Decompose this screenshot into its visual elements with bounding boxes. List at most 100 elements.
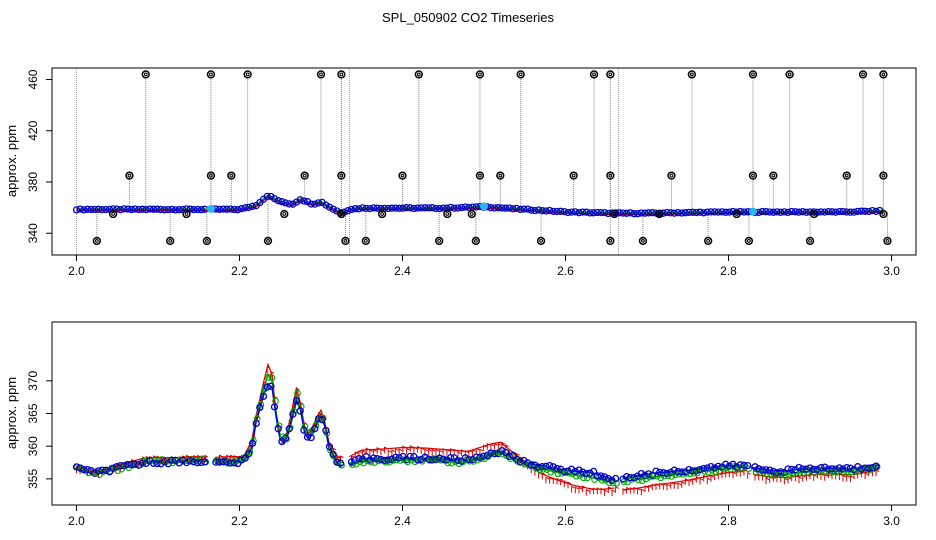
- outlier-point-core: [416, 72, 421, 77]
- outlier-point-core: [204, 239, 209, 243]
- top-data-point: [439, 204, 447, 212]
- red-marker: [626, 486, 630, 494]
- outlier-point-core: [478, 173, 482, 178]
- top-data-point: [369, 204, 378, 212]
- top-data-point: [531, 206, 539, 215]
- top-data-point: [663, 208, 671, 217]
- bottom-xtick-label: 3.0: [883, 514, 900, 528]
- top-data-point: [373, 204, 381, 212]
- blue-marker: [740, 461, 748, 469]
- top-data-point: [780, 208, 789, 216]
- top-data-point: [278, 198, 286, 206]
- blue-marker: [94, 467, 103, 475]
- green-marker: [294, 390, 301, 397]
- blue-marker: [828, 465, 836, 473]
- outlier-point: [610, 209, 619, 219]
- blue-marker: [659, 469, 667, 477]
- red-marker: [805, 473, 810, 481]
- blue-marker: [505, 452, 513, 461]
- top-data-point: [681, 209, 689, 217]
- top-data-point: [80, 206, 88, 214]
- top-plot-frame: [51, 67, 917, 256]
- red-marker: [354, 451, 359, 458]
- top-data-point: [678, 209, 686, 217]
- blue-marker: [333, 458, 341, 466]
- blue-marker: [832, 465, 840, 473]
- top-data-point: [311, 200, 319, 208]
- green-marker: [400, 456, 408, 464]
- blue-marker: [201, 458, 209, 466]
- red-marker: [428, 448, 432, 456]
- top-xtick-label: 2.8: [720, 264, 737, 278]
- bottom-panel: 2.0 2.2 2.4 2.6 2.8 3.0 355 360 365 370 approx. p…: [4, 321, 917, 528]
- top-data-point: [685, 208, 693, 217]
- top-data-point: [689, 208, 697, 216]
- outlier-point-core: [881, 72, 886, 77]
- red-marker: [644, 485, 649, 492]
- outlier-point: [879, 70, 888, 79]
- top-data-point: [223, 205, 231, 213]
- red-marker: [263, 381, 267, 388]
- top-ytick-label: 420: [26, 120, 40, 140]
- outlier-point: [655, 209, 664, 219]
- top-data-point: [597, 208, 605, 217]
- top-data-point: [325, 203, 334, 211]
- blue-marker: [600, 473, 609, 481]
- top-data-point: [428, 204, 436, 212]
- top-data-point: [300, 197, 308, 205]
- blue-marker: [472, 453, 480, 461]
- blue-marker: [182, 458, 191, 467]
- outlier-point: [536, 236, 546, 246]
- top-data-point: [457, 203, 466, 212]
- outlier-point: [569, 171, 578, 180]
- bottom-marks: [72, 362, 881, 497]
- red-marker: [457, 451, 462, 459]
- top-data-point: [850, 208, 858, 216]
- bottom-xtick-label: 2.2: [231, 514, 248, 528]
- red-marker: [794, 474, 799, 482]
- red-marker: [538, 471, 542, 479]
- top-data-point: [545, 206, 554, 215]
- outlier-point-core: [808, 239, 812, 243]
- red-marker: [314, 422, 319, 430]
- red-marker: [472, 449, 476, 456]
- green-marker: [253, 415, 261, 423]
- outlier-point-core: [229, 173, 234, 178]
- outlier-point: [206, 70, 216, 79]
- green-marker: [319, 414, 327, 422]
- bottom-axes: 2.0 2.2 2.4 2.6 2.8 3.0 355 360 365 370: [26, 370, 900, 528]
- outlier-point-core: [844, 173, 849, 178]
- top-data-point: [413, 204, 422, 212]
- red-marker: [497, 442, 502, 450]
- blue-marker: [593, 472, 601, 480]
- top-data-point: [391, 204, 400, 212]
- red-marker: [783, 477, 788, 485]
- outlier-point-core: [469, 212, 474, 216]
- blue-marker: [116, 462, 125, 470]
- blue-marker: [388, 455, 396, 463]
- blue-marker: [391, 453, 400, 462]
- blue-marker: [857, 465, 866, 473]
- red-marker: [600, 487, 605, 495]
- top-xtick-label: 2.4: [394, 264, 411, 278]
- top-data-point: [788, 207, 796, 216]
- outlier-point-core: [751, 72, 755, 77]
- outlier-point: [748, 171, 758, 180]
- blue-marker: [865, 464, 873, 472]
- red-marker: [582, 485, 586, 493]
- red-marker: [468, 449, 473, 457]
- outlier-point-core: [266, 239, 270, 243]
- top-data-point: [806, 208, 814, 216]
- top-data-point: [857, 207, 866, 215]
- top-data-point: [234, 206, 242, 214]
- red-marker: [875, 469, 880, 476]
- red-marker: [670, 481, 674, 489]
- red-marker: [479, 448, 484, 456]
- top-data-point: [175, 206, 183, 214]
- top-data-point: [388, 204, 396, 212]
- blue-marker: [424, 455, 433, 463]
- top-data-point: [102, 205, 110, 214]
- red-marker: [446, 448, 451, 456]
- top-axes: 2.0 2.2 2.4 2.6 2.8 3.0 340 380 420 460: [26, 69, 900, 278]
- red-marker: [681, 481, 685, 488]
